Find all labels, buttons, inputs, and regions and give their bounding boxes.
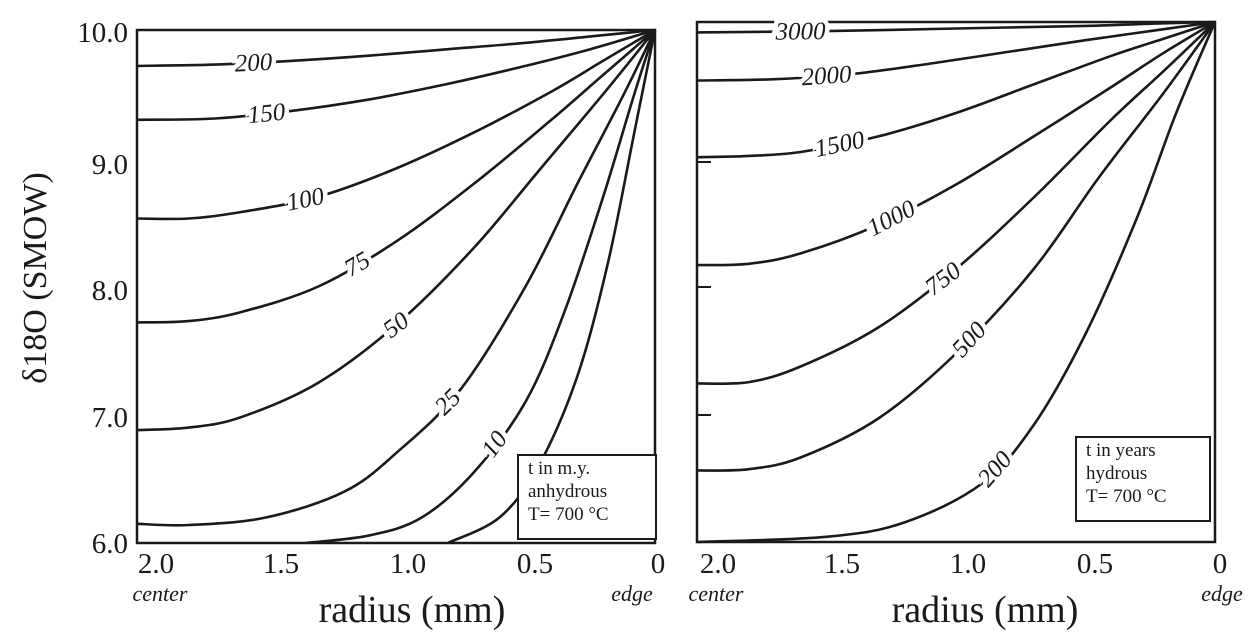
- y-tick-label: 7.0: [92, 402, 128, 434]
- curve-1500: [696, 20, 1216, 159]
- curve-1000: [696, 20, 1216, 267]
- curve-200: [696, 21, 1217, 544]
- x-tick-label: 0.5: [517, 548, 553, 580]
- x-edge-label: edge: [1201, 581, 1243, 606]
- right-legend-box: t in years hydrous T= 700 °C: [1075, 436, 1211, 522]
- curve-2000: [696, 20, 1216, 82]
- curve-75: [136, 29, 656, 324]
- curve-50: [136, 29, 657, 432]
- legend-line-3: T= 700 °C: [1086, 486, 1167, 507]
- curve-label-750: 750: [920, 257, 967, 301]
- curve-label-75: 75: [340, 247, 375, 283]
- curve-25: [136, 29, 657, 527]
- curve-750: [696, 21, 1216, 386]
- x-tick-label: 2.0: [700, 548, 736, 580]
- curve-100: [136, 28, 656, 221]
- right-panel: 2.0 1.5 1.0 0.5 0 center edge radius (mm…: [689, 14, 1243, 631]
- curve-label-150: 150: [247, 99, 287, 130]
- curve-label-200: 200: [234, 49, 273, 78]
- legend-box-frame: [517, 454, 657, 540]
- curve-200: [136, 28, 656, 68]
- y-tick-label: 9.0: [92, 149, 128, 181]
- x-axis-label: radius (mm): [892, 589, 1079, 631]
- right-plot-frame: [695, 20, 1217, 544]
- curve-3000: [696, 20, 1216, 34]
- left-y-ticks: 10.0 9.0 8.0 7.0 6.0: [77, 17, 128, 560]
- x-tick-label: 1.0: [950, 548, 986, 580]
- x-tick-label: 1.0: [390, 548, 426, 580]
- curve-label-2000: 2000: [801, 61, 853, 91]
- curve-label-100: 100: [284, 183, 327, 217]
- x-axis-label: radius (mm): [319, 589, 506, 631]
- curve-10: [305, 29, 657, 545]
- y-tick-label: 10.0: [77, 17, 128, 49]
- y-tick-label: 6.0: [92, 528, 128, 560]
- x-center-label: center: [133, 581, 188, 606]
- y-tick-label: 8.0: [92, 275, 128, 307]
- left-legend-box: t in m.y. anhydrous T= 700 °C: [517, 454, 657, 540]
- legend-line-1: t in m.y.: [528, 458, 590, 479]
- left-panel: 10.0 9.0 8.0 7.0 6.0 2.0 1.5 1.0 0.5 0 c…: [17, 17, 665, 631]
- legend-line-3: T= 700 °C: [528, 504, 609, 525]
- right-y-tick-marks: [697, 161, 711, 416]
- x-tick-label: 1.5: [824, 548, 860, 580]
- left-x-ticks: 2.0 1.5 1.0 0.5 0: [138, 548, 665, 580]
- y-axis-label: δ18O (SMOW): [17, 172, 54, 384]
- x-edge-label: edge: [611, 581, 653, 606]
- curve-150: [136, 28, 656, 122]
- left-plot-frame: [135, 28, 657, 545]
- curve-label-1500: 1500: [812, 126, 867, 162]
- curve-label-1000: 1000: [863, 195, 920, 242]
- x-tick-label: 1.5: [263, 548, 299, 580]
- curve-label-3000: 3000: [774, 18, 826, 46]
- x-tick-label: 0: [651, 548, 666, 580]
- right-x-ticks: 2.0 1.5 1.0 0.5 0: [700, 548, 1227, 580]
- legend-line-1: t in years: [1086, 440, 1156, 461]
- x-center-label: center: [689, 581, 744, 606]
- x-tick-label: 0: [1213, 548, 1228, 580]
- legend-line-2: anhydrous: [528, 481, 607, 502]
- x-tick-label: 2.0: [138, 548, 174, 580]
- curve-5: [447, 29, 657, 545]
- curve-500: [696, 21, 1217, 472]
- x-tick-label: 0.5: [1077, 548, 1113, 580]
- legend-box-frame: [1075, 436, 1211, 522]
- legend-line-2: hydrous: [1086, 463, 1147, 484]
